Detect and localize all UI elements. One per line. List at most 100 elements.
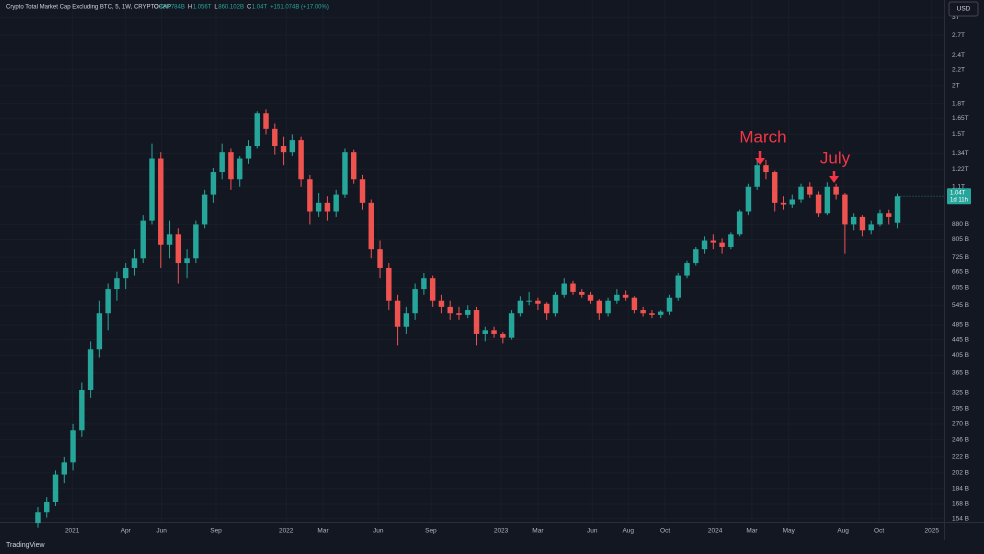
x-tick-label: Aug [622,528,634,535]
ohlc-value: 860.102B [218,5,244,11]
axes: 154 B 168 B 184 B 202 B 222 B 246 B 270 B 295 B… [65,14,971,535]
ohlc-key: H [188,5,192,11]
candle-body [842,194,848,225]
x-tick-label: 2024 [708,528,723,535]
candle-body [824,186,831,214]
x-tick-label: Mar [317,528,329,535]
x-tick-label: Mar [532,528,544,535]
candle-body [552,294,559,314]
candle-body [473,310,480,334]
y-tick-label: 365 B [952,370,969,377]
currency[interactable]: USD [957,6,971,13]
candle-body [44,501,50,513]
y-tick-label: 1.65T [952,115,969,122]
ohlc-key: L [214,5,218,11]
candle-body [184,258,190,264]
countdown: 1d 11h [950,197,968,203]
candle-body [798,186,804,200]
candle-body [868,224,874,231]
ohlc-key: C [247,5,252,11]
candle-body [272,128,278,147]
candle-body [228,152,234,180]
x-tick-label: Aug [837,528,849,535]
candle-body [210,172,217,195]
candle-body [149,158,155,221]
currency-box[interactable] [948,1,979,17]
candle-body [815,194,822,214]
candle-body [166,234,173,245]
candle-body [52,474,59,502]
candle-body [263,113,269,129]
candle-body [780,202,787,205]
candle-body [79,390,85,431]
candle-body [193,224,199,259]
y-tick-label: 3T [952,14,960,21]
candle-body [403,313,410,327]
candle-body [412,289,418,314]
candle-body [359,179,366,203]
candle-body [710,240,717,243]
y-tick-label: 545 B [952,302,969,309]
candle-body [894,196,901,223]
candle-body [728,234,734,247]
brand: TradingView [6,542,45,549]
candle-body [675,275,681,298]
candle-body [596,300,603,314]
candle-body [482,330,489,334]
candle-body [429,278,436,301]
last-price-box [947,188,971,205]
y-tick-label: 2T [952,83,960,90]
candle-body [201,194,208,225]
candle-body [491,330,497,334]
candle-body [789,199,795,205]
last-price-label: 1.04T [950,190,966,196]
candle-body [386,267,392,301]
chart-title: Crypto Total Market Cap Excluding BTC, 5… [6,5,171,11]
ohlc-value: 1.056T [193,5,212,11]
y-tick-label: 2.7T [952,32,965,39]
candle-body [561,283,567,295]
y-tick-label: 725 B [952,254,969,261]
candle-body [70,430,76,463]
y-tick-label: 222 B [952,454,969,461]
x-tick-label: Oct [874,528,884,535]
candle-body [886,213,892,217]
x-tick-label: 2023 [494,528,509,535]
y-tick-label: 665 B [952,268,969,275]
candle-body [351,152,357,180]
candle-body [447,306,453,314]
candle-body [579,291,585,295]
y-tick-label: 1.1T [952,183,965,190]
candle-body [158,158,164,245]
y-tick-label: 805 B [952,236,969,243]
candles [35,109,901,528]
x-tick-label: 2025 [924,528,939,535]
candle-body [105,289,111,314]
candle-body [219,152,225,173]
candle-body [684,263,690,276]
x-tick-label: Jun [156,528,167,535]
candle-body [465,310,471,315]
candle-body [570,283,576,292]
ohlc-value: 888.784B [159,5,185,11]
candle-body [859,216,866,231]
candle-body [245,146,252,159]
y-tick-label: 154 B [952,515,969,522]
y-tick-label: 246 B [952,436,969,443]
candle-body [324,202,331,212]
candle-body [394,300,401,327]
candle-body [640,310,646,314]
annotation: July [820,148,851,167]
y-tick-label: 168 B [952,501,969,508]
y-tick-label: 184 B [952,485,969,492]
x-tick-label: Sep [425,528,437,535]
candle-body [131,258,138,268]
y-tick-label: 1.34T [952,150,969,157]
candle-body [850,216,857,225]
candle-body [649,313,655,315]
candle-body [736,211,743,235]
ohlc-key: O [154,5,159,11]
candle-body [605,300,611,314]
candle-body [631,297,638,311]
